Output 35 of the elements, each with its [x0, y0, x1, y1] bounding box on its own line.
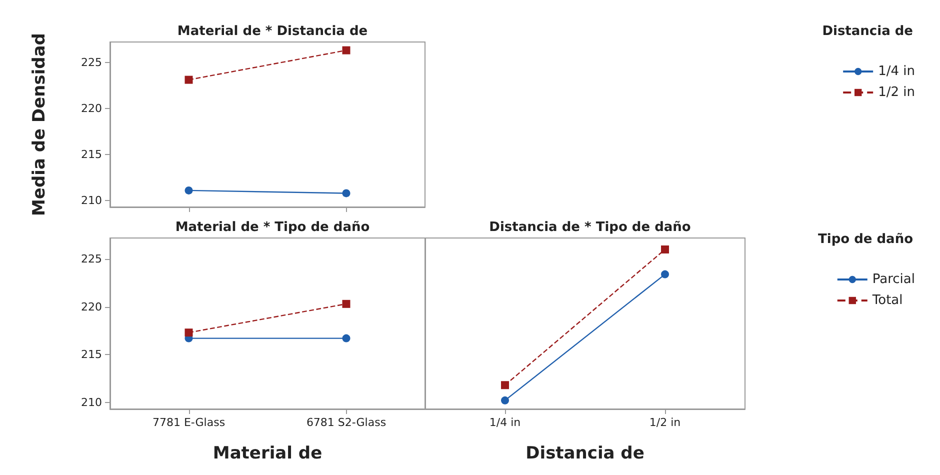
y-tick-label: 225	[81, 252, 102, 266]
point	[342, 334, 350, 342]
chart-title: Material de * Distancia de	[177, 24, 368, 39]
point	[661, 270, 669, 278]
point	[501, 381, 509, 390]
legend-label: 1/4 in	[878, 64, 915, 79]
y-tick-label: 220	[81, 300, 102, 314]
point	[342, 189, 350, 198]
y-tick-label: 215	[81, 148, 102, 161]
x-axis-title: Material de	[212, 444, 322, 464]
x-tick-label: 7781 E-Glass	[152, 416, 226, 429]
legend-title: Distancia de	[822, 24, 914, 39]
x-tick-label: 6781 S2-Glass	[306, 416, 386, 429]
y-axis-title: Media de Densidad	[30, 33, 50, 216]
x-tick-label: 1/4 in	[489, 416, 521, 429]
legend-title: Tipo de daño	[818, 232, 914, 247]
point	[184, 76, 193, 84]
y-tick-label: 220	[81, 102, 102, 115]
y-tick-label: 210	[81, 396, 102, 409]
legend-label: Total	[871, 293, 903, 308]
chart-title: Distancia de * Tipo de daño	[489, 220, 691, 235]
y-tick-label: 225	[81, 56, 102, 69]
legend-label: Parcial	[872, 272, 916, 287]
x-axis-title: Distancia de	[526, 444, 644, 464]
y-tick-label: 215	[81, 348, 102, 362]
point	[184, 328, 193, 337]
point	[342, 46, 350, 54]
point	[342, 300, 350, 308]
point	[661, 245, 669, 254]
point	[501, 396, 509, 404]
legend-label: 1/2 in	[878, 85, 915, 100]
chart-title: Material de * Tipo de daño	[175, 220, 370, 235]
y-tick-label: 210	[81, 194, 102, 208]
point	[184, 186, 193, 194]
x-tick-label: 1/2 in	[649, 416, 681, 429]
